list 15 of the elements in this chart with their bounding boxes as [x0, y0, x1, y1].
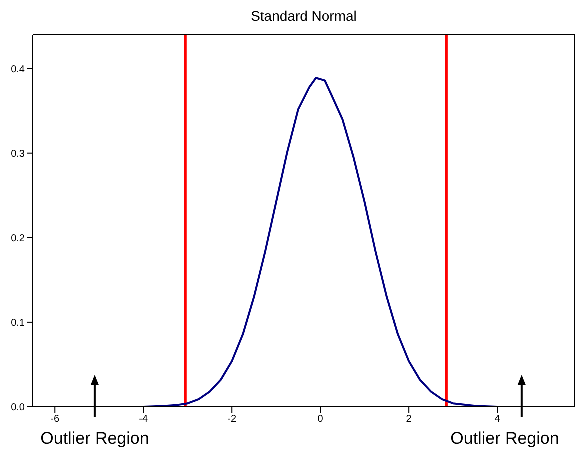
y-tick-label: 0.3: [11, 148, 26, 160]
y-tick-label: 0.2: [11, 233, 26, 244]
x-tick-label: -6: [50, 414, 60, 426]
annotation: Outlier Region: [40, 429, 150, 448]
x-tick-label: -4: [139, 414, 148, 426]
x-tick-label: 4: [494, 414, 501, 426]
x-tick-label: -2: [228, 414, 237, 426]
y-tick-label: 0.1: [11, 318, 26, 330]
chart-title: Standard Normal: [250, 8, 358, 24]
line-series: [98, 77, 534, 407]
annotation: Outlier Region: [450, 429, 560, 448]
x-tick-label: 2: [406, 414, 412, 426]
x-tick-label: 0: [318, 414, 324, 426]
y-tick-label: 0.0: [11, 402, 26, 414]
y-tick-label: 0.4: [11, 64, 26, 76]
